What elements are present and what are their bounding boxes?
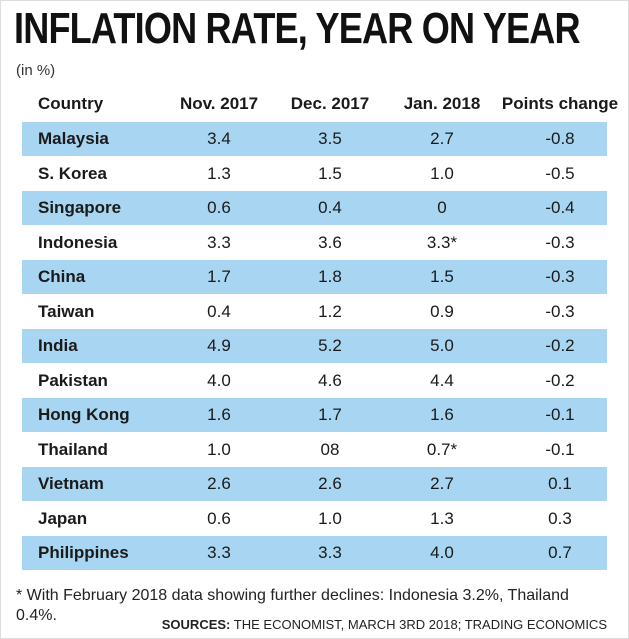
value-cell: 1.3 xyxy=(207,163,231,183)
country-cell: Vietnam xyxy=(38,474,104,493)
value-cell: -0.8 xyxy=(545,129,575,148)
value-cell: 0.7* xyxy=(426,439,458,459)
value-cell: 2.7 xyxy=(430,474,454,493)
value-cell: 4.0 xyxy=(430,543,454,562)
country-cell: Pakistan xyxy=(38,370,108,390)
sources-text: THE ECONOMIST, MARCH 3RD 2018; TRADING E… xyxy=(233,617,607,632)
value-cell: -0.3 xyxy=(545,232,575,252)
header-row: Country Nov. 2017 Dec. 2017 Jan. 2018 Points… xyxy=(22,87,618,121)
country-cell: S. Korea xyxy=(38,163,107,183)
table-row: Hong Kong 1.6 1.7 1.6 -0.1 xyxy=(22,398,607,432)
table-row: S. Korea 1.3 1.5 1.0 -0.5 xyxy=(22,157,607,191)
title: INFLATION RATE, YEAR ON YEAR xyxy=(14,4,581,53)
value-cell: 4.9 xyxy=(207,336,231,355)
table-row: Thailand 1.0 08 0.7* -0.1 xyxy=(22,433,607,467)
value-cell: 0.4 xyxy=(207,301,231,321)
table-row: Malaysia 3.4 3.5 2.7 -0.8 xyxy=(22,122,607,156)
value-cell: 3.5 xyxy=(318,129,342,148)
table-row: Indonesia 3.3 3.6 3.3* -0.3 xyxy=(22,226,607,260)
footnote: * With February 2018 data showing furthe… xyxy=(16,587,569,624)
value-cell: 3.3 xyxy=(318,543,342,562)
value-cell: 2.6 xyxy=(207,474,231,493)
value-cell: -0.2 xyxy=(545,336,575,355)
value-cell: 1.8 xyxy=(318,267,342,286)
table-row: Japan 0.6 1.0 1.3 0.3 xyxy=(22,502,607,536)
value-cell: 0.6 xyxy=(207,508,231,528)
value-cell: 3.3 xyxy=(207,232,231,252)
value-cell: -0.1 xyxy=(545,439,575,459)
country-cell: China xyxy=(38,267,86,286)
value-cell: 1.6 xyxy=(430,405,454,424)
value-cell: 1.2 xyxy=(318,301,342,321)
value-cell: 0.9 xyxy=(430,301,454,321)
value-cell: 4.6 xyxy=(318,370,342,390)
value-cell: 1.7 xyxy=(318,405,342,424)
country-cell: Hong Kong xyxy=(38,405,130,424)
country-cell: Malaysia xyxy=(38,129,109,148)
country-cell: Philippines xyxy=(38,543,129,562)
column-header: Country xyxy=(38,94,104,113)
sources: SOURCES: THE ECONOMIST, MARCH 3RD 2018; … xyxy=(162,617,607,632)
value-cell: 1.3 xyxy=(430,508,454,528)
value-cell: 4.0 xyxy=(207,370,231,390)
value-cell: 5.0 xyxy=(430,336,454,355)
column-header: Points change xyxy=(501,94,619,113)
table-row: China 1.7 1.8 1.5 -0.3 xyxy=(22,260,607,294)
value-cell: 2.7 xyxy=(430,129,454,148)
value-cell: 0.7 xyxy=(548,543,572,562)
value-cell: -0.3 xyxy=(545,301,575,321)
column-header: Dec. 2017 xyxy=(290,94,370,113)
value-cell: -0.5 xyxy=(545,163,575,183)
value-cell: 3.4 xyxy=(207,129,231,148)
value-cell: 1.5 xyxy=(318,163,342,183)
table-row: Philippines 3.3 3.3 4.0 0.7 xyxy=(22,536,607,570)
value-cell: 0 xyxy=(437,198,447,217)
sources-label: SOURCES: xyxy=(161,617,231,632)
value-cell: 3.3* xyxy=(426,232,458,252)
column-header: Nov. 2017 xyxy=(179,94,259,113)
value-cell: 4.4 xyxy=(430,370,454,390)
country-cell: Singapore xyxy=(38,198,122,217)
value-cell: 0.3 xyxy=(548,508,572,528)
value-cell: 1.0 xyxy=(430,163,454,183)
value-cell: 1.7 xyxy=(207,267,231,286)
table-row: Singapore 0.6 0.4 0 -0.4 xyxy=(22,191,607,225)
value-cell: 5.2 xyxy=(318,336,342,355)
value-cell: 3.6 xyxy=(318,232,342,252)
value-cell: 0.6 xyxy=(207,198,231,217)
value-cell: -0.3 xyxy=(545,267,575,286)
value-cell: 0.1 xyxy=(548,474,572,493)
value-cell: 3.3 xyxy=(207,543,231,562)
value-cell: 1.6 xyxy=(207,405,231,424)
value-cell: -0.4 xyxy=(545,198,575,217)
country-cell: India xyxy=(38,336,78,355)
country-cell: Taiwan xyxy=(38,301,95,321)
value-cell: 1.5 xyxy=(430,267,454,286)
value-cell: -0.2 xyxy=(545,370,575,390)
table-row: Taiwan 0.4 1.2 0.9 -0.3 xyxy=(22,295,607,329)
value-cell: 08 xyxy=(320,439,340,459)
table-row: Vietnam 2.6 2.6 2.7 0.1 xyxy=(22,467,607,501)
value-cell: -0.1 xyxy=(545,405,575,424)
country-cell: Japan xyxy=(38,508,88,528)
value-cell: 2.6 xyxy=(318,474,342,493)
country-cell: Thailand xyxy=(38,439,108,459)
value-cell: 1.0 xyxy=(207,439,231,459)
value-cell: 0.4 xyxy=(318,198,342,217)
country-cell: Indonesia xyxy=(38,232,118,252)
table-row: Pakistan 4.0 4.6 4.4 -0.2 xyxy=(22,364,607,398)
column-header: Jan. 2018 xyxy=(403,94,481,113)
value-cell: 1.0 xyxy=(318,508,342,528)
table-row: India 4.9 5.2 5.0 -0.2 xyxy=(22,329,607,363)
unit-note: (in %) xyxy=(16,62,56,79)
